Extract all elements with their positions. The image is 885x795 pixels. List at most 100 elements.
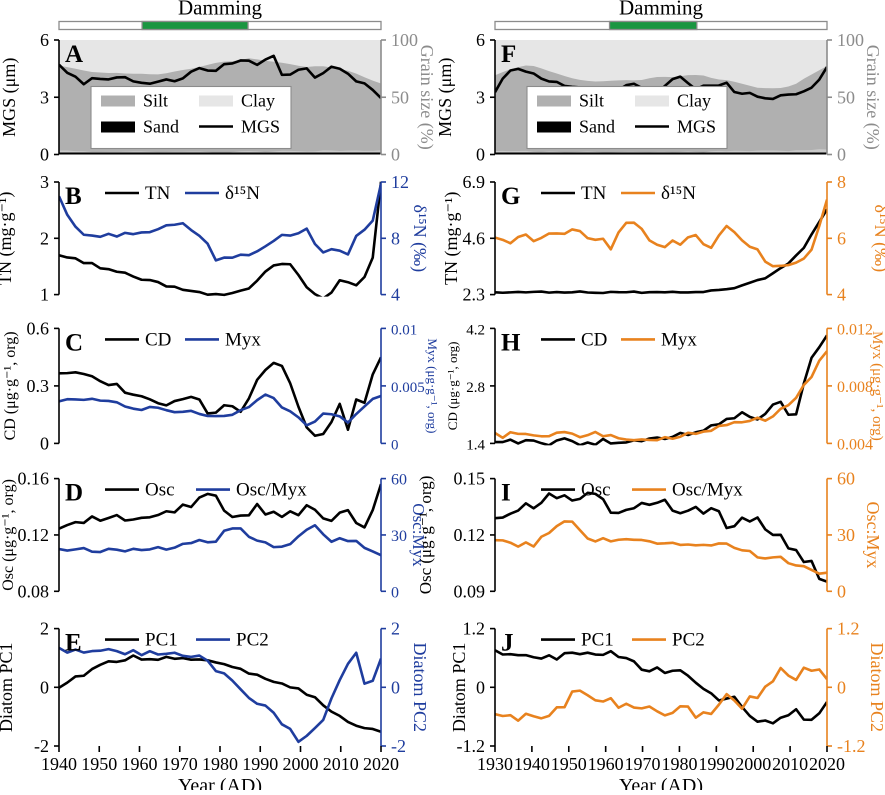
svg-text:Osc: Osc [145,480,175,501]
svg-text:1.4: 1.4 [466,437,485,453]
svg-text:0.005: 0.005 [391,380,425,396]
svg-text:2: 2 [40,228,49,248]
svg-text:0.6: 0.6 [27,318,50,338]
svg-text:Diatom PC2: Diatom PC2 [410,643,430,733]
svg-text:0.09: 0.09 [454,581,486,601]
svg-text:1940: 1940 [514,754,550,774]
svg-text:1980: 1980 [661,754,697,774]
svg-text:-2: -2 [34,736,49,756]
svg-text:1930: 1930 [477,754,513,774]
svg-text:Damming: Damming [619,0,703,20]
svg-text:0.004: 0.004 [837,436,873,453]
svg-text:0: 0 [391,145,400,165]
svg-text:E: E [65,630,82,657]
svg-text:0: 0 [391,437,399,453]
svg-text:CD: CD [145,329,171,350]
svg-text:1.2: 1.2 [837,619,860,639]
svg-text:50: 50 [391,87,409,107]
svg-text:Osc (μg·g⁻¹, org): Osc (μg·g⁻¹, org) [416,476,435,595]
svg-text:H: H [501,329,521,356]
svg-text:1980: 1980 [202,754,238,774]
svg-text:Myx (μg·g⁻¹, org): Myx (μg·g⁻¹, org) [869,331,885,441]
svg-text:MGS (μm): MGS (μm) [435,58,456,137]
svg-text:0.01: 0.01 [391,322,417,338]
svg-text:PC2: PC2 [236,630,269,651]
svg-text:J: J [501,630,514,657]
svg-text:δ¹⁵N: δ¹⁵N [661,183,696,204]
svg-text:δ¹⁵N (‰): δ¹⁵N (‰) [870,204,885,272]
svg-text:1: 1 [40,285,49,305]
svg-text:MGS (μm): MGS (μm) [0,58,20,137]
svg-text:6.9: 6.9 [463,172,486,192]
svg-text:Osc:Myx: Osc:Myx [863,501,883,568]
svg-text:0.008: 0.008 [837,379,873,396]
svg-text:2000: 2000 [283,754,319,774]
svg-text:Sand: Sand [579,117,615,137]
svg-text:1970: 1970 [625,754,661,774]
svg-text:6: 6 [476,30,485,50]
svg-text:0: 0 [837,581,846,601]
svg-text:Grain size (%): Grain size (%) [416,45,437,150]
svg-text:MGS: MGS [241,117,280,137]
svg-text:Damming: Damming [178,0,262,20]
svg-text:Silt: Silt [143,91,168,111]
svg-text:2: 2 [40,619,49,639]
svg-text:1990: 1990 [698,754,734,774]
svg-text:0: 0 [391,677,400,697]
svg-text:MGS: MGS [677,117,716,137]
svg-text:Osc: Osc [581,480,611,501]
svg-text:Year (AD): Year (AD) [619,775,703,790]
svg-text:60: 60 [837,469,855,489]
svg-text:2.8: 2.8 [466,380,485,396]
svg-text:0.08: 0.08 [18,581,50,601]
svg-text:100: 100 [837,30,864,50]
svg-text:C: C [65,329,83,356]
svg-text:6: 6 [837,228,846,248]
svg-text:2: 2 [391,619,400,639]
svg-text:F: F [501,41,516,68]
svg-text:1970: 1970 [162,754,198,774]
svg-text:CD (μg·g⁻¹, org): CD (μg·g⁻¹, org) [2,331,19,440]
svg-text:60: 60 [391,472,407,489]
svg-text:3: 3 [40,172,49,192]
svg-text:0.12: 0.12 [18,525,50,545]
svg-text:0: 0 [40,677,49,697]
svg-text:100: 100 [391,30,418,50]
svg-text:Myx: Myx [661,329,697,350]
svg-text:12: 12 [391,172,409,192]
svg-text:PC1: PC1 [581,630,614,651]
svg-text:Osc/Myx: Osc/Myx [236,480,307,501]
svg-text:Diatom PC1: Diatom PC1 [0,643,16,733]
svg-text:A: A [65,41,83,68]
svg-text:1950: 1950 [551,754,587,774]
svg-text:-1.2: -1.2 [837,736,866,756]
svg-text:Grain size (%): Grain size (%) [862,45,883,150]
svg-text:0.3: 0.3 [27,376,50,396]
svg-text:2.3: 2.3 [463,285,486,305]
svg-text:Myx: Myx [225,329,261,350]
svg-text:3: 3 [476,87,485,107]
svg-text:1.2: 1.2 [463,619,486,639]
svg-text:0.15: 0.15 [454,469,486,489]
svg-text:G: G [501,183,520,210]
svg-text:0: 0 [40,433,49,453]
svg-text:0: 0 [476,145,485,165]
svg-text:TN (mg·g⁻¹): TN (mg·g⁻¹) [0,192,16,285]
svg-text:1990: 1990 [242,754,278,774]
svg-text:Year (AD): Year (AD) [178,775,262,790]
svg-text:Clay: Clay [241,91,275,111]
svg-text:2010: 2010 [772,754,808,774]
svg-text:6: 6 [40,30,49,50]
svg-text:0.12: 0.12 [454,525,486,545]
svg-text:30: 30 [391,528,407,545]
svg-text:0: 0 [837,677,846,697]
svg-text:1960: 1960 [588,754,624,774]
svg-text:0.012: 0.012 [837,321,873,338]
svg-text:4: 4 [837,285,846,305]
svg-text:4.2: 4.2 [466,322,485,338]
svg-text:Myx (μg·g⁻¹, org): Myx (μg·g⁻¹, org) [425,338,440,433]
svg-text:Silt: Silt [579,91,604,111]
svg-text:0: 0 [40,145,49,165]
svg-text:B: B [65,183,82,210]
svg-text:1950: 1950 [81,754,117,774]
